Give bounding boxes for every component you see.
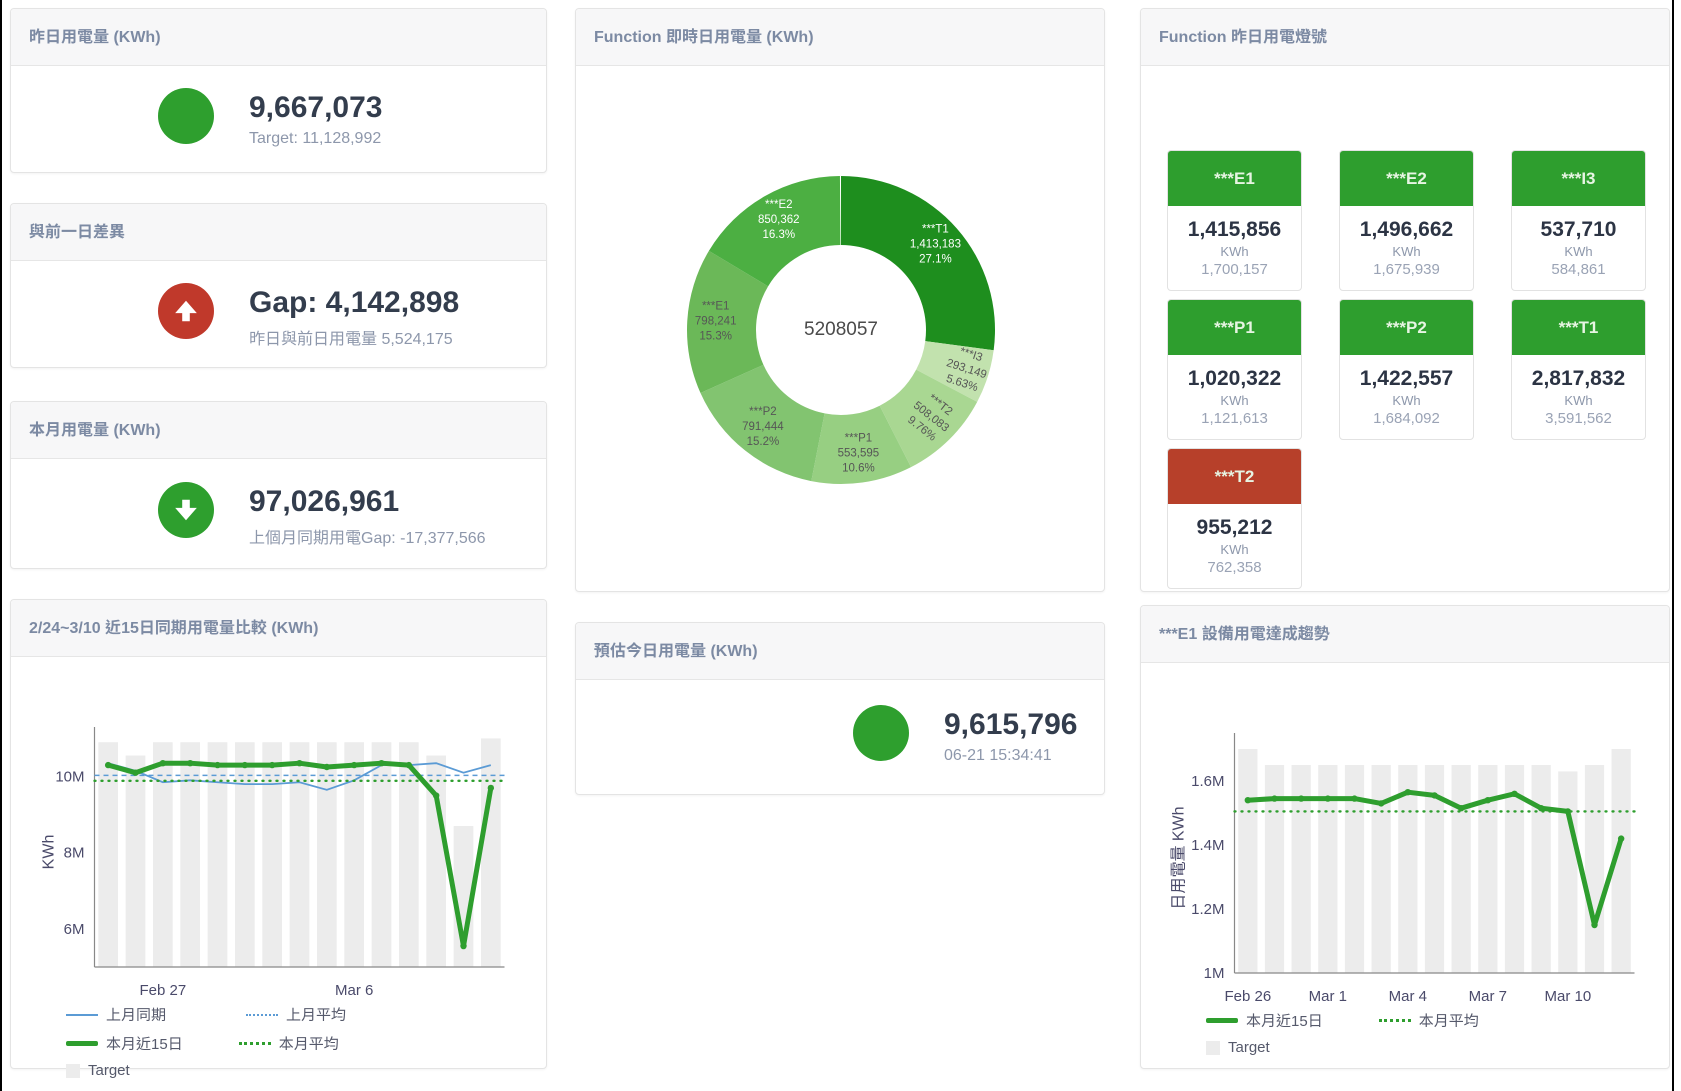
svg-text:Feb 26: Feb 26 bbox=[1224, 988, 1271, 1005]
svg-text:Mar 7: Mar 7 bbox=[1469, 988, 1507, 1005]
svg-text:Mar 10: Mar 10 bbox=[1544, 988, 1591, 1005]
svg-text:10.6%: 10.6% bbox=[842, 462, 875, 474]
svg-text:15.3%: 15.3% bbox=[699, 331, 732, 343]
svg-text:Mar 4: Mar 4 bbox=[1389, 988, 1427, 1005]
svg-text:***P2: ***P2 bbox=[749, 406, 777, 418]
svg-text:1,413,183: 1,413,183 bbox=[910, 238, 961, 250]
svg-text:***T1: ***T1 bbox=[922, 223, 949, 235]
svg-text:15.2%: 15.2% bbox=[747, 436, 780, 448]
svg-text:日用電量 KWh: 日用電量 KWh bbox=[1171, 806, 1188, 909]
svg-text:10M: 10M bbox=[55, 769, 84, 786]
svg-text:850,362: 850,362 bbox=[758, 214, 800, 226]
svg-text:16.3%: 16.3% bbox=[762, 229, 795, 241]
svg-text:***P1: ***P1 bbox=[845, 432, 873, 444]
svg-text:KWh: KWh bbox=[41, 835, 58, 870]
svg-text:***E2: ***E2 bbox=[765, 199, 793, 211]
svg-text:Mar 6: Mar 6 bbox=[335, 982, 373, 999]
svg-text:Mar 1: Mar 1 bbox=[1309, 988, 1347, 1005]
svg-text:553,595: 553,595 bbox=[838, 447, 880, 459]
svg-text:791,444: 791,444 bbox=[742, 421, 784, 433]
svg-text:5208057: 5208057 bbox=[804, 319, 878, 340]
svg-text:1.4M: 1.4M bbox=[1191, 837, 1224, 854]
svg-text:6M: 6M bbox=[64, 921, 85, 938]
svg-text:1.2M: 1.2M bbox=[1191, 901, 1224, 918]
svg-text:***E1: ***E1 bbox=[702, 301, 730, 313]
svg-text:1M: 1M bbox=[1204, 965, 1225, 982]
svg-text:1.6M: 1.6M bbox=[1191, 773, 1224, 790]
svg-text:798,241: 798,241 bbox=[695, 316, 737, 328]
svg-text:Feb 27: Feb 27 bbox=[139, 982, 186, 999]
svg-text:27.1%: 27.1% bbox=[919, 253, 952, 265]
svg-text:8M: 8M bbox=[64, 845, 85, 862]
